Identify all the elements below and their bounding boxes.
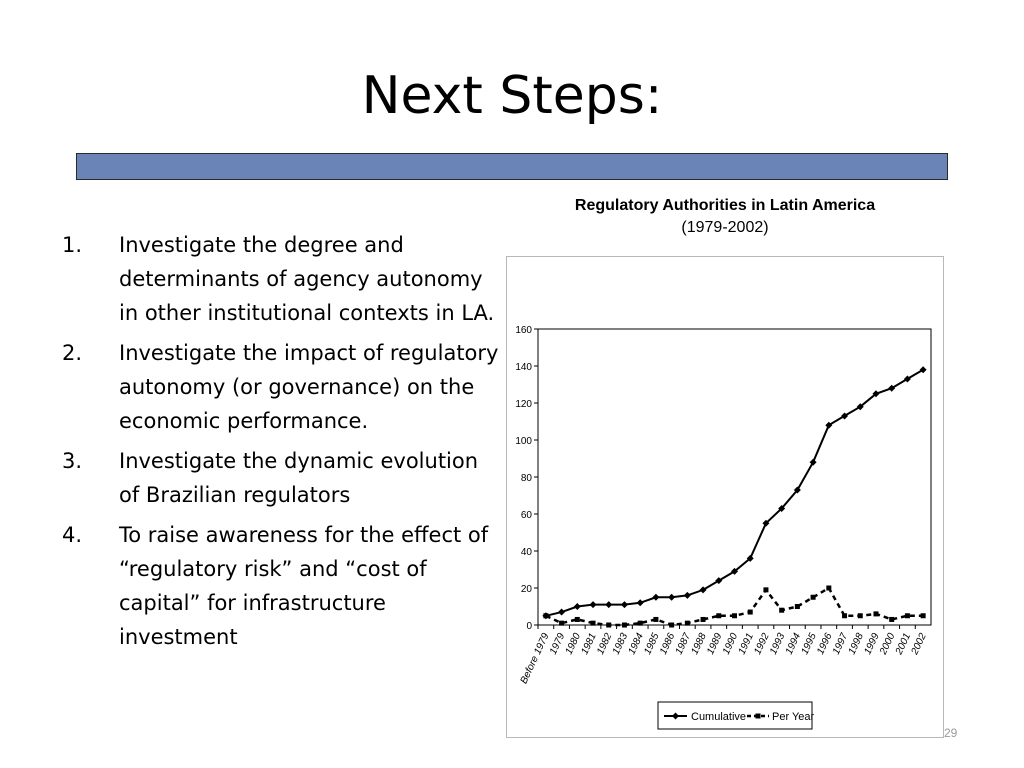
data-point [700,616,706,622]
data-point [683,591,691,599]
chart-subtitle: (1979-2002) [681,219,769,236]
list-item-number: 2. [62,341,83,365]
data-point [652,593,660,601]
data-point [684,620,690,626]
list-item: 3. Investigate the dynamic evolution of … [62,444,502,512]
data-point [779,607,785,613]
data-point [543,613,549,619]
data-point [889,616,895,622]
data-point [873,611,879,617]
data-point [653,616,659,622]
y-tick-label: 140 [515,362,532,373]
list-item-text: Investigate the impact of regulatory aut… [119,341,499,433]
data-point [826,585,832,591]
data-point [857,613,863,619]
data-point [747,609,753,615]
chart-frame: 0 20 40 60 80 100 120 140 160 Before 1979 1979 1980… [506,256,944,738]
x-tick-label: 2002 [909,631,929,657]
list-item-number: 1. [62,233,83,257]
list-item-text: To raise awareness for the effect of “re… [119,523,489,649]
slide-number: 29 [944,726,958,740]
data-point [810,594,816,600]
data-point [573,603,581,610]
data-point [763,587,769,593]
data-point [668,593,676,601]
legend-label-per-year: Per Year [772,711,815,723]
list-item-text: Investigate the degree and determinants … [119,233,495,325]
data-point [606,622,612,628]
data-point [621,622,627,628]
title-divider-bar [76,153,948,180]
data-point [793,486,801,494]
x-tick-label: 2000 [878,631,898,657]
series-line [545,586,924,627]
data-point [842,613,848,619]
y-tick-label: 80 [521,473,533,484]
plot-area [537,328,932,626]
data-point [715,577,723,585]
data-point [699,586,707,594]
data-point [903,375,911,383]
data-point [605,601,613,609]
legend-marker-cumulative [672,712,679,720]
x-tick-label: 2001 [893,632,913,658]
data-point [589,601,597,609]
data-point [558,608,566,616]
series-line [545,368,924,617]
y-tick-label: 0 [526,621,532,632]
data-point [809,458,817,466]
y-tick-label: 100 [515,436,532,447]
list-item: 4. To raise awareness for the effect of … [62,518,502,654]
data-point [716,613,722,619]
list-item-number: 4. [62,523,83,547]
data-point [590,620,596,626]
data-point [778,504,786,512]
data-point [920,613,926,619]
data-point [888,384,896,392]
data-point [731,567,738,575]
data-point [904,613,910,619]
data-point [746,554,754,562]
data-point [841,412,849,420]
data-point [794,604,800,609]
next-steps-list: 1. Investigate the degree and determinan… [62,228,502,660]
data-point [856,403,864,411]
data-point [872,390,880,398]
slide-title: Next Steps: [361,66,663,126]
data-point [762,519,770,527]
list-item-text: Investigate the dynamic evolution of Bra… [119,449,479,507]
y-tick-label: 60 [521,510,533,521]
legend-label-cumulative: Cumulative [691,711,746,723]
y-tick-label: 20 [521,584,533,595]
y-tick-label: 120 [515,399,532,410]
data-point [825,421,833,429]
data-point [559,620,565,626]
list-item: 2. Investigate the impact of regulatory … [62,336,502,438]
data-point [636,599,644,607]
data-point [574,616,580,622]
x-tick-label: Before 1979 [519,631,552,685]
data-point [637,620,643,626]
list-item: 1. Investigate the degree and determinan… [62,228,502,330]
data-point [669,622,675,628]
chart-title: Regulatory Authorities in Latin America [574,197,876,214]
list-item-number: 3. [62,449,83,473]
y-tick-label: 160 [515,325,532,336]
data-point [919,366,927,374]
data-point [620,601,628,609]
y-tick-label: 40 [521,547,533,558]
data-point [732,613,737,619]
legend-marker-per-year [755,713,761,719]
